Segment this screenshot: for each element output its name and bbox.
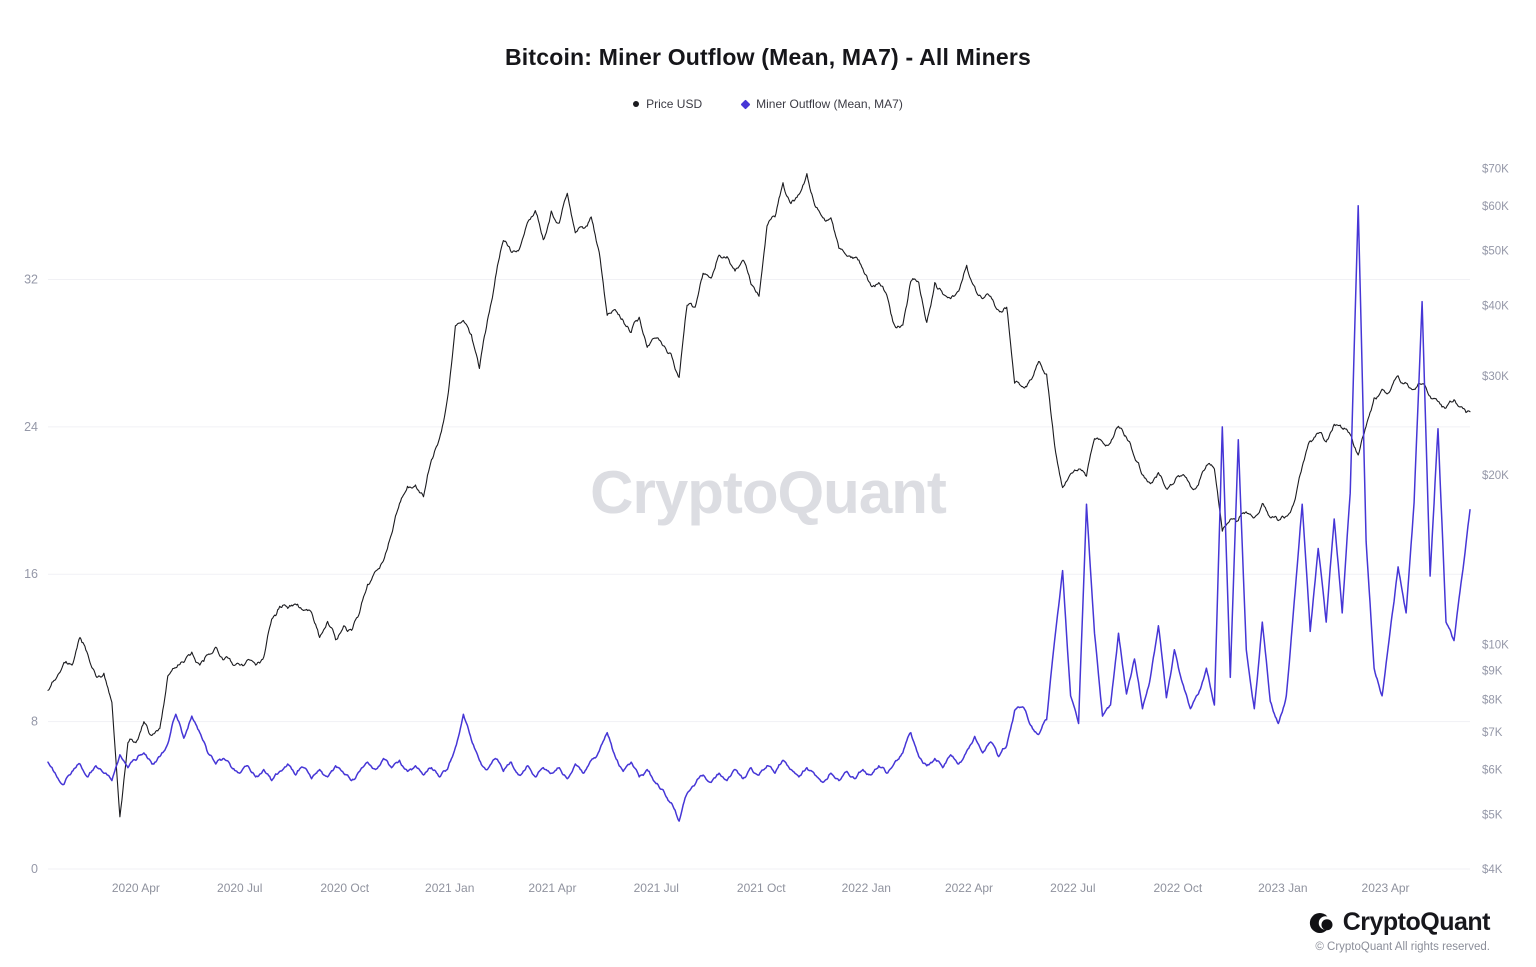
- left-axis-tick-label: 0: [31, 862, 38, 876]
- right-axis-tick-label: $8K: [1482, 694, 1503, 706]
- right-axis-tick-label: $7K: [1482, 727, 1503, 739]
- right-axis-tick-label: $4K: [1482, 864, 1503, 876]
- x-axis-tick-label: 2020 Apr: [112, 881, 160, 895]
- x-axis-tick-label: 2022 Apr: [945, 881, 993, 895]
- right-axis-tick-label: $50K: [1482, 246, 1509, 258]
- cryptoquant-logo-icon: [1309, 912, 1333, 933]
- legend-item-price[interactable]: Price USD: [633, 97, 702, 111]
- outflow-legend-marker-icon: [740, 99, 751, 109]
- right-axis-tick-label: $9K: [1482, 665, 1503, 677]
- x-axis-tick-label: 2022 Oct: [1153, 881, 1202, 895]
- right-axis-tick-label: $30K: [1482, 371, 1509, 383]
- footer: CryptoQuant © CryptoQuant All rights res…: [1309, 908, 1491, 953]
- x-axis-tick-label: 2021 Jan: [425, 881, 474, 895]
- right-axis-tick-label: $5K: [1482, 809, 1503, 821]
- left-axis-tick-label: 16: [24, 567, 38, 581]
- brand-text: CryptoQuant: [1342, 908, 1491, 936]
- legend-label-outflow: Miner Outflow (Mean, MA7): [756, 97, 903, 111]
- copyright-text: © CryptoQuant All rights reserved.: [1315, 941, 1490, 953]
- x-axis-tick-label: 2023 Apr: [1362, 881, 1410, 895]
- right-axis-tick-label: $20K: [1482, 470, 1509, 482]
- outflow-series-line: [47, 205, 1471, 822]
- chart-legend: Price USD Miner Outflow (Mean, MA7): [0, 97, 1536, 111]
- chart-title: Bitcoin: Miner Outflow (Mean, MA7) - All…: [504, 44, 1032, 70]
- cryptoquant-logo[interactable]: CryptoQuant: [1309, 908, 1491, 937]
- right-axis-tick-label: $6K: [1482, 765, 1503, 777]
- x-axis-tick-label: 2021 Oct: [737, 881, 786, 895]
- x-axis-tick-label: 2020 Jul: [217, 881, 262, 895]
- x-axis-tick-label: 2021 Jul: [634, 881, 679, 895]
- legend-label-price: Price USD: [646, 97, 703, 111]
- price-legend-marker-icon: [633, 101, 640, 107]
- x-axis-tick-label: 2022 Jul: [1050, 881, 1095, 895]
- left-axis-tick-label: 24: [24, 420, 38, 434]
- right-axis-tick-label: $40K: [1482, 300, 1509, 312]
- x-axis-tick-label: 2020 Oct: [320, 881, 369, 895]
- left-axis-tick-label: 8: [31, 715, 38, 729]
- watermark: CryptoQuant: [590, 459, 947, 526]
- x-axis-tick-label: 2021 Apr: [528, 881, 576, 895]
- price-series-line: [47, 173, 1471, 818]
- right-axis-tick-label: $70K: [1482, 163, 1509, 175]
- right-axis-tick-label: $60K: [1482, 201, 1509, 213]
- x-axis-tick-label: 2023 Jan: [1258, 881, 1307, 895]
- x-axis-tick-label: 2022 Jan: [842, 881, 891, 895]
- left-axis-tick-label: 32: [24, 272, 38, 286]
- right-axis-tick-label: $10K: [1482, 640, 1509, 652]
- legend-item-outflow[interactable]: Miner Outflow (Mean, MA7): [740, 97, 903, 111]
